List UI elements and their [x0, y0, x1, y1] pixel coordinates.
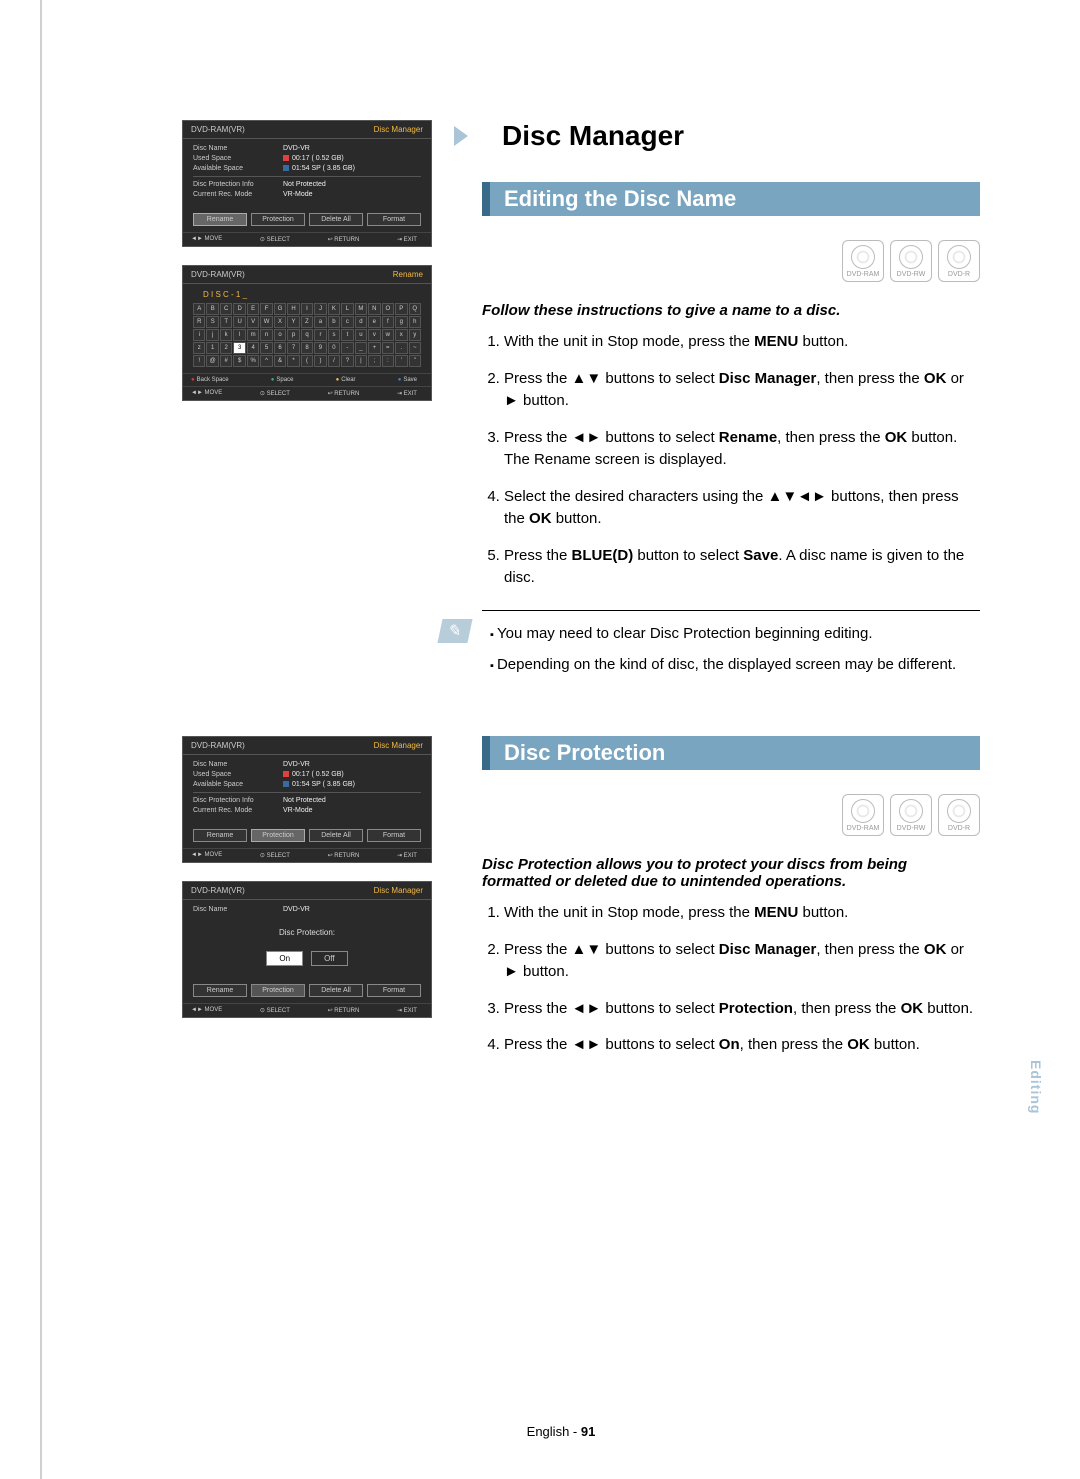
- protection-off[interactable]: Off: [311, 951, 348, 966]
- disc-icon-dvdrw: DVD-RW: [890, 240, 932, 282]
- osd-btn-format[interactable]: Format: [367, 213, 421, 226]
- side-tab: Editing: [1028, 1060, 1044, 1114]
- disc-name-input: D I S C - 1 _: [193, 290, 421, 299]
- protect-steps-list: With the unit in Stop mode, press the ME…: [482, 902, 980, 1057]
- osd-disc-manager-protect: DVD-RAM(VR) Disc Manager Disc NameDVD-VR…: [182, 736, 432, 863]
- disc-icon-dvdram: DVD-RAM: [842, 240, 884, 282]
- step-item: With the unit in Stop mode, press the ME…: [504, 331, 980, 354]
- disc-type-icons-2: DVD-RAM DVD-RW DVD-R: [482, 794, 980, 836]
- osd-title: DVD-RAM(VR): [191, 125, 245, 134]
- protection-label: Disc Protection:: [183, 922, 431, 939]
- arrow-icon: [454, 126, 468, 146]
- step-item: Press the BLUE(D) button to select Save.…: [504, 545, 980, 590]
- note-item: Depending on the kind of disc, the displ…: [490, 654, 980, 676]
- osd-screen: Disc Manager: [374, 125, 423, 134]
- step-item: Press the ▲▼ buttons to select Disc Mana…: [504, 368, 980, 413]
- osd-rename-keyboard: DVD-RAM(VR) Rename D I S C - 1 _ ABCDEFG…: [182, 265, 432, 401]
- edit-steps-list: With the unit in Stop mode, press the ME…: [482, 331, 980, 590]
- osd-protection-onoff: DVD-RAM(VR) Disc Manager Disc NameDVD-VR…: [182, 881, 432, 1018]
- note-box: ✎ You may need to clear Disc Protection …: [482, 610, 980, 677]
- step-item: Press the ◄► buttons to select Rename, t…: [504, 427, 980, 472]
- main-title: Disc Manager: [482, 120, 980, 152]
- page-footer: English - 91: [42, 1424, 1080, 1439]
- osd-btn-protection[interactable]: Protection: [251, 213, 305, 226]
- step-item: Select the desired characters using the …: [504, 486, 980, 531]
- step-item: Press the ▲▼ buttons to select Disc Mana…: [504, 939, 980, 984]
- lead-text-protect: Disc Protection allows you to protect yo…: [482, 856, 980, 890]
- protection-on[interactable]: On: [266, 951, 303, 966]
- note-icon: ✎: [437, 619, 472, 643]
- osd-disc-manager-info: DVD-RAM(VR) Disc Manager Disc NameDVD-VR…: [182, 120, 432, 247]
- disc-icon-dvdr: DVD-R: [938, 240, 980, 282]
- osd-btn-delete[interactable]: Delete All: [309, 213, 363, 226]
- lead-text: Follow these instructions to give a name…: [482, 302, 980, 319]
- onscreen-keyboard[interactable]: ABCDEFGHIJKLMNOPQRSTUVWXYZabcdefghijklmn…: [193, 303, 421, 367]
- section-editing-disc-name: Editing the Disc Name: [482, 182, 980, 216]
- section-disc-protection: Disc Protection: [482, 736, 980, 770]
- note-item: You may need to clear Disc Protection be…: [490, 623, 980, 645]
- step-item: Press the ◄► buttons to select Protectio…: [504, 998, 980, 1021]
- osd-btn-rename[interactable]: Rename: [193, 213, 247, 226]
- disc-type-icons: DVD-RAM DVD-RW DVD-R: [482, 240, 980, 282]
- step-item: With the unit in Stop mode, press the ME…: [504, 902, 980, 925]
- step-item: Press the ◄► buttons to select On, then …: [504, 1034, 980, 1057]
